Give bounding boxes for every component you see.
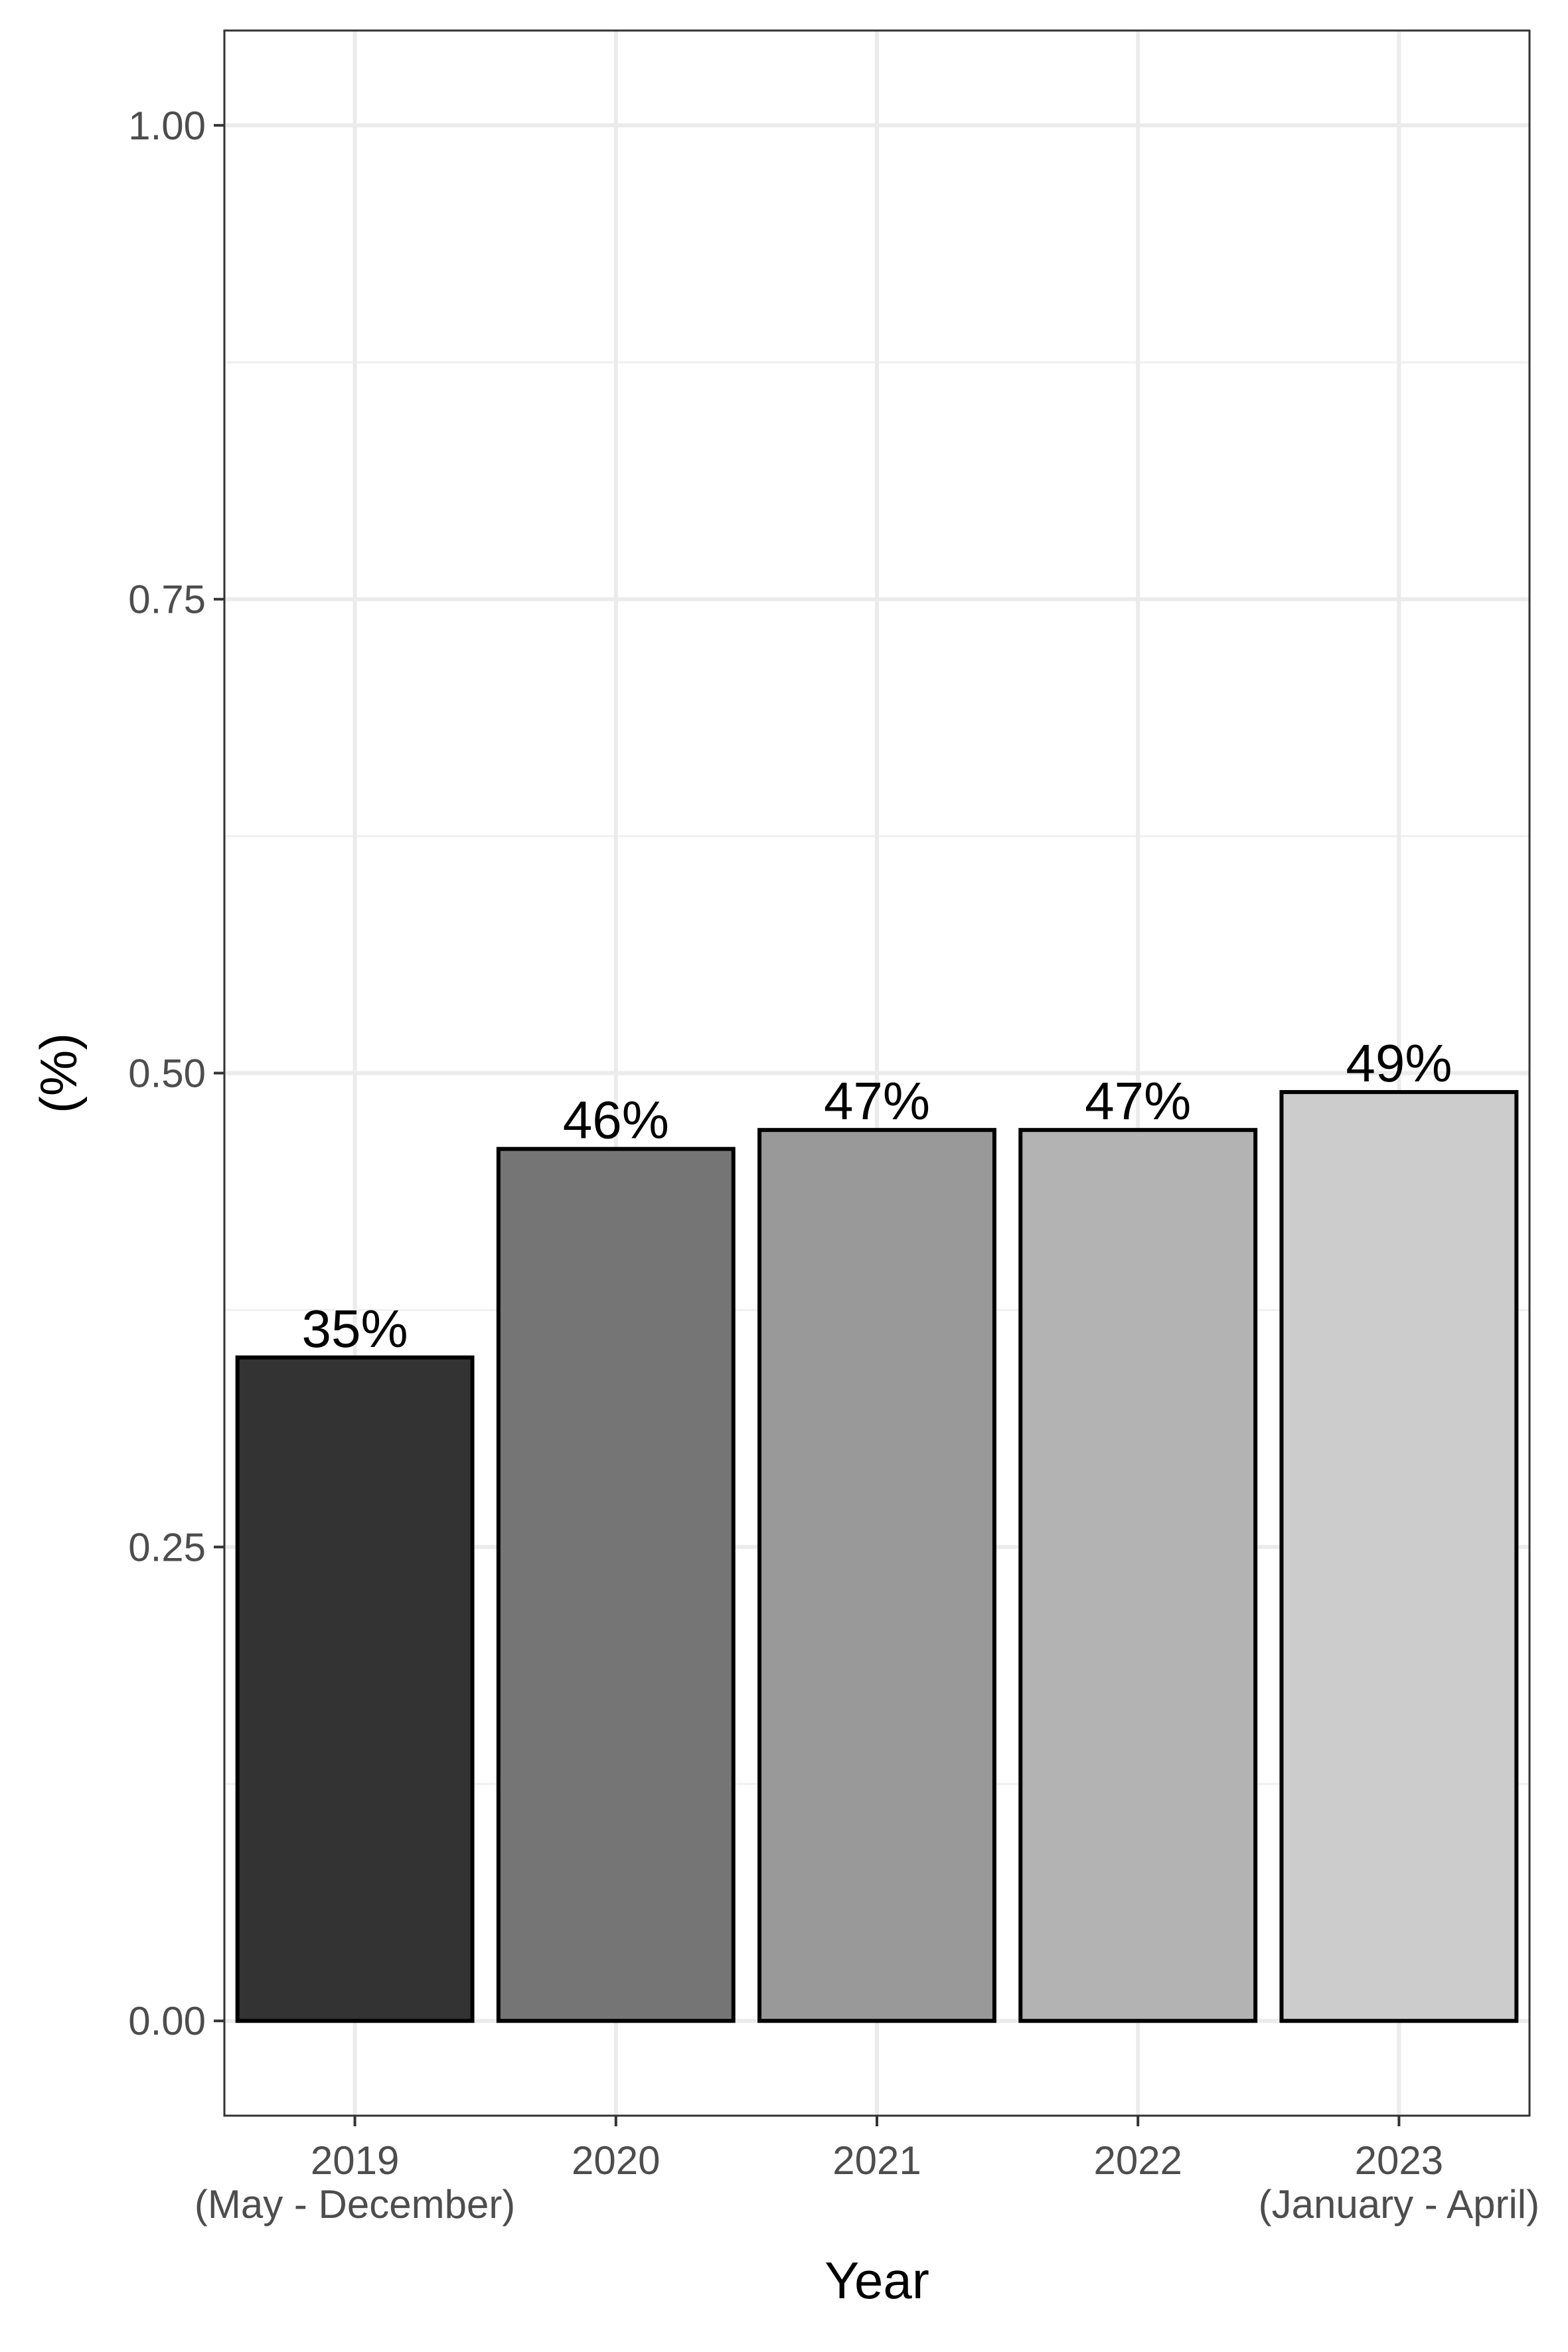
bar xyxy=(235,1355,475,2023)
bar-data-label: 47% xyxy=(1085,1071,1191,1131)
x-axis-title: Year xyxy=(824,2251,929,2310)
y-tick-label: 0.25 xyxy=(128,1525,206,1569)
y-tick-label: 0.75 xyxy=(128,578,206,622)
y-tick-label: 0.50 xyxy=(128,1052,206,1096)
y-axis-title: (%) xyxy=(29,1033,88,1113)
bar-data-label: 47% xyxy=(824,1071,930,1131)
bar xyxy=(1279,1090,1519,2023)
axes: 0.00 0.25 0.50 0.75 1.00 2019(May - December)… xyxy=(128,104,1539,2227)
bar-data-label: 49% xyxy=(1346,1034,1452,1093)
x-tick-label: (January - April) xyxy=(1259,2182,1539,2227)
bar xyxy=(496,1146,736,2023)
x-tick-label: (May - December) xyxy=(195,2182,515,2227)
bar-data-label: 46% xyxy=(563,1091,669,1150)
bar-data-label: 35% xyxy=(302,1299,408,1358)
x-tick-label: 2023 xyxy=(1355,2138,1443,2183)
x-tick-label: 2021 xyxy=(832,2138,921,2183)
bars: 35% 46% 47% 47% 49% xyxy=(235,1034,1519,2023)
bar xyxy=(1018,1128,1258,2023)
x-tick-label: 2020 xyxy=(572,2138,660,2183)
y-tick-label: 1.00 xyxy=(128,104,206,148)
y-tick-label: 0.00 xyxy=(128,1999,206,2043)
x-tick-label: 2019 xyxy=(311,2138,399,2183)
x-tick-label: 2022 xyxy=(1093,2138,1182,2183)
bar xyxy=(757,1128,996,2023)
